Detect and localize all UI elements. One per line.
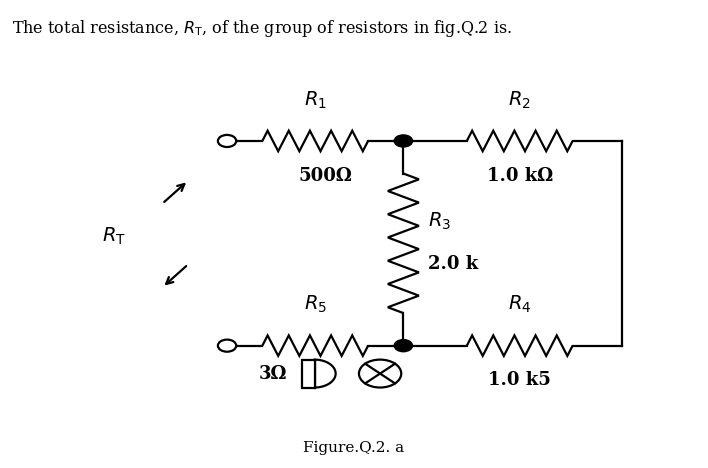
Text: 3Ω: 3Ω bbox=[258, 365, 287, 382]
Text: $R_2$: $R_2$ bbox=[508, 89, 531, 111]
Circle shape bbox=[394, 340, 413, 351]
Text: $R_4$: $R_4$ bbox=[508, 294, 532, 315]
Text: $R_3$: $R_3$ bbox=[428, 211, 451, 232]
Circle shape bbox=[218, 135, 236, 147]
Text: $R_1$: $R_1$ bbox=[304, 89, 326, 111]
Text: 1.0 kΩ: 1.0 kΩ bbox=[486, 167, 553, 184]
Circle shape bbox=[218, 340, 236, 351]
Circle shape bbox=[394, 135, 413, 147]
Text: $R_{\mathrm{T}}$: $R_{\mathrm{T}}$ bbox=[102, 226, 126, 247]
Text: 1.0 k5: 1.0 k5 bbox=[489, 371, 551, 389]
Text: Figure.Q.2. a: Figure.Q.2. a bbox=[304, 441, 404, 455]
Text: The total resistance, $R_{\mathrm{T}}$, of the group of resistors in fig.Q.2 is.: The total resistance, $R_{\mathrm{T}}$, … bbox=[12, 18, 512, 39]
Bar bbox=[302, 359, 314, 388]
Text: 2.0 k: 2.0 k bbox=[428, 255, 479, 273]
Text: $R_5$: $R_5$ bbox=[304, 294, 326, 315]
Circle shape bbox=[359, 359, 401, 388]
Text: 500Ω: 500Ω bbox=[299, 167, 353, 184]
